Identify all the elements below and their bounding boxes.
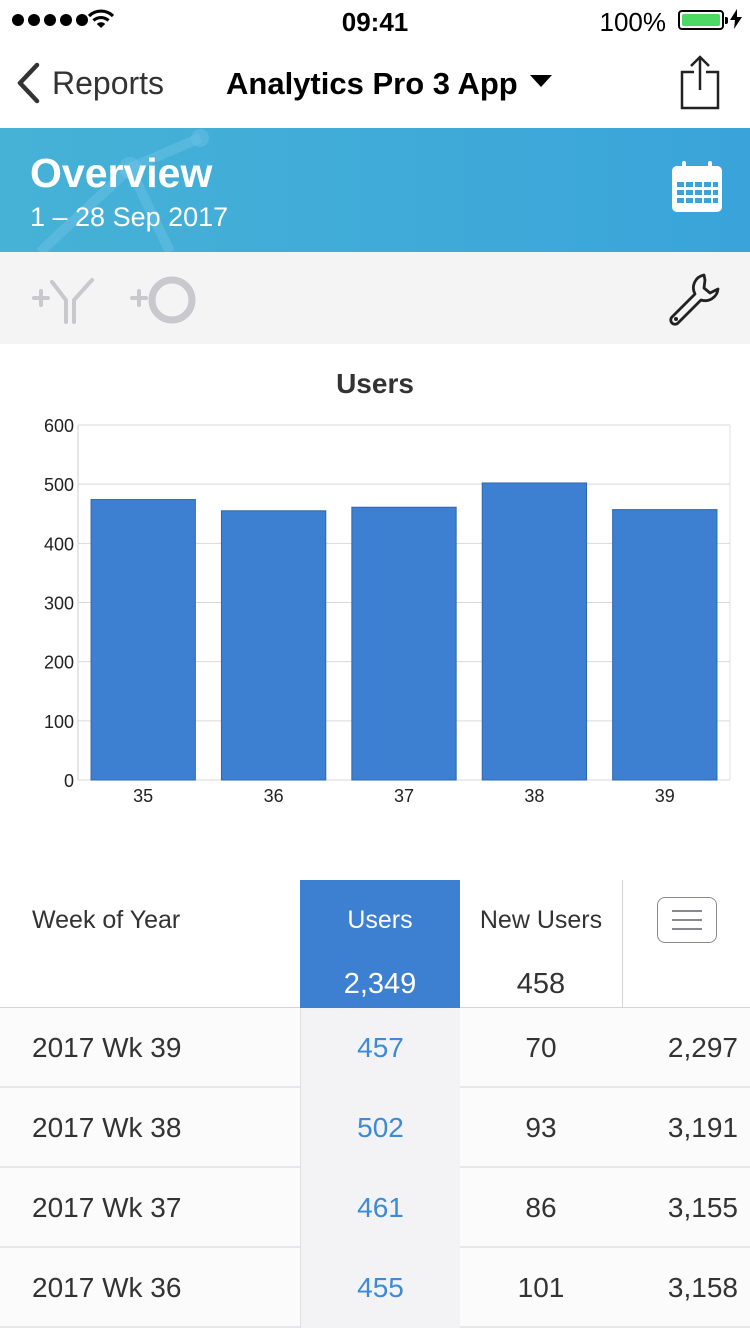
- battery-percentage: 100%: [599, 7, 667, 37]
- column-label: Users: [347, 906, 413, 934]
- row-extra-value: 3,158: [667, 1272, 738, 1303]
- chevron-left-icon: [17, 62, 40, 104]
- add-segment-icon[interactable]: [32, 276, 96, 324]
- bar-week-35[interactable]: [90, 499, 196, 781]
- add-metric-icon[interactable]: [130, 274, 200, 326]
- table-row[interactable]: 2017 Wk 36 455 101 3,158: [0, 1248, 750, 1328]
- back-label: Reports: [52, 64, 165, 101]
- share-icon[interactable]: [680, 54, 720, 110]
- column-total: 458: [516, 968, 566, 1000]
- table-row[interactable]: 2017 Wk 39 457 70 2,297: [0, 1008, 750, 1088]
- y-tick-label: 600: [44, 416, 74, 436]
- row-extra-value: 3,191: [667, 1112, 738, 1143]
- app-selector[interactable]: Analytics Pro 3 App: [226, 66, 552, 102]
- x-tick-label: 39: [655, 786, 675, 806]
- column-label: New Users: [479, 906, 603, 934]
- row-new-users: 93: [525, 1112, 557, 1143]
- header-decoration: [36, 129, 209, 252]
- bar-week-36[interactable]: [220, 510, 327, 781]
- row-users: 461: [300, 1168, 460, 1248]
- row-week: 2017 Wk 38: [32, 1112, 182, 1143]
- date-range: 1 – 28 Sep 2017: [30, 202, 229, 232]
- x-tick-label: 35: [133, 786, 153, 806]
- table-row[interactable]: 2017 Wk 38 502 93 3,191: [0, 1088, 750, 1168]
- x-tick-label: 36: [264, 786, 284, 806]
- x-tick-label: 38: [524, 786, 544, 806]
- column-divider: [622, 880, 623, 1008]
- row-week: 2017 Wk 39: [32, 1032, 182, 1063]
- bar-week-39[interactable]: [612, 509, 718, 781]
- wrench-icon[interactable]: [668, 272, 720, 326]
- users-bar-chart: 0 100 200 300 400 500 600 35 36 37 38 39: [44, 416, 731, 806]
- row-new-users: 70: [525, 1032, 557, 1063]
- table-row[interactable]: 2017 Wk 37 461 86 3,155: [0, 1168, 750, 1248]
- battery-icon: [678, 10, 728, 30]
- row-users: 502: [300, 1088, 460, 1168]
- toolbar: [0, 252, 750, 344]
- column-header-new-users[interactable]: New Users 458: [460, 880, 622, 1008]
- y-tick-label: 400: [44, 534, 74, 554]
- status-time: 09:41: [341, 7, 409, 37]
- row-extra-value: 2,297: [667, 1032, 738, 1063]
- navigation-bar: Reports Analytics Pro 3 App: [0, 40, 750, 128]
- page-title: Overview: [30, 150, 213, 196]
- row-users: 457: [300, 1008, 460, 1088]
- wifi-icon: [88, 9, 114, 28]
- y-tick-label: 500: [44, 475, 74, 495]
- signal-strength-icon: [12, 14, 88, 26]
- row-new-users: 101: [517, 1272, 565, 1303]
- back-button[interactable]: Reports: [16, 58, 164, 108]
- y-tick-label: 100: [44, 712, 74, 732]
- y-tick-label: 0: [64, 771, 74, 791]
- column-total: 2,349: [343, 968, 417, 1000]
- chart-title: Users: [336, 368, 414, 399]
- overview-header: Overview 1 – 28 Sep 2017: [0, 128, 750, 252]
- status-bar: 09:41 100%: [0, 0, 750, 40]
- dimension-header: Week of Year: [32, 906, 181, 934]
- bar-week-37[interactable]: [351, 506, 457, 781]
- menu-icon[interactable]: [657, 897, 717, 943]
- y-tick-label: 200: [44, 653, 74, 673]
- dropdown-caret-icon: [529, 75, 552, 87]
- column-header-users[interactable]: Users 2,349: [300, 880, 460, 1008]
- row-new-users: 86: [525, 1192, 557, 1223]
- row-users: 455: [300, 1248, 460, 1328]
- row-extra-value: 3,155: [667, 1192, 738, 1223]
- row-week: 2017 Wk 37: [32, 1192, 182, 1223]
- nav-title: Analytics Pro 3 App: [226, 66, 518, 101]
- row-week: 2017 Wk 36: [32, 1272, 182, 1303]
- calendar-icon[interactable]: [670, 160, 724, 214]
- y-tick-label: 300: [44, 594, 74, 614]
- bar-week-38[interactable]: [481, 482, 588, 781]
- table-header: Week of Year Users 2,349 New Users 458: [0, 880, 750, 1008]
- x-tick-label: 37: [394, 786, 414, 806]
- table-body: 2017 Wk 39 457 70 2,297 2017 Wk 38 502 9…: [0, 1008, 750, 1328]
- charging-bolt-icon: [730, 9, 742, 29]
